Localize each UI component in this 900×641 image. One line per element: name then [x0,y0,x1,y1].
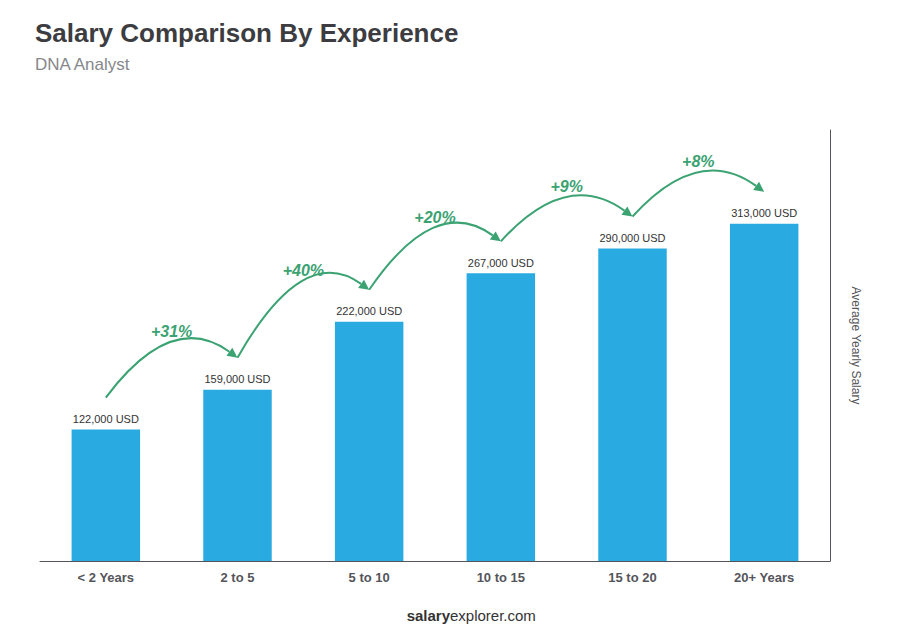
svg-text:explorer.com: explorer.com [450,607,536,624]
svg-text:+9%: +9% [550,178,582,195]
svg-text:+8%: +8% [682,153,714,170]
svg-text:5 to 10: 5 to 10 [349,570,390,585]
svg-text:+20%: +20% [414,209,455,226]
svg-text:Average Yearly Salary: Average Yearly Salary [849,287,863,405]
svg-text:Salary Comparison By Experienc: Salary Comparison By Experience [35,18,458,48]
svg-text:DNA Analyst: DNA Analyst [35,55,130,74]
svg-text:salary: salary [407,607,451,624]
svg-text:267,000 USD: 267,000 USD [468,257,534,269]
svg-text:+31%: +31% [151,323,192,340]
svg-text:222,000 USD: 222,000 USD [336,305,402,317]
svg-text:+40%: +40% [283,262,324,279]
svg-text:< 2 Years: < 2 Years [78,570,135,585]
svg-text:15 to 20: 15 to 20 [608,570,656,585]
svg-text:159,000 USD: 159,000 USD [204,373,270,385]
svg-text:122,000 USD: 122,000 USD [73,413,139,425]
svg-text:2 to 5: 2 to 5 [221,570,255,585]
svg-text:20+ Years: 20+ Years [734,570,794,585]
svg-text:313,000 USD: 313,000 USD [731,207,797,219]
svg-text:10 to 15: 10 to 15 [477,570,525,585]
svg-text:290,000 USD: 290,000 USD [599,232,665,244]
